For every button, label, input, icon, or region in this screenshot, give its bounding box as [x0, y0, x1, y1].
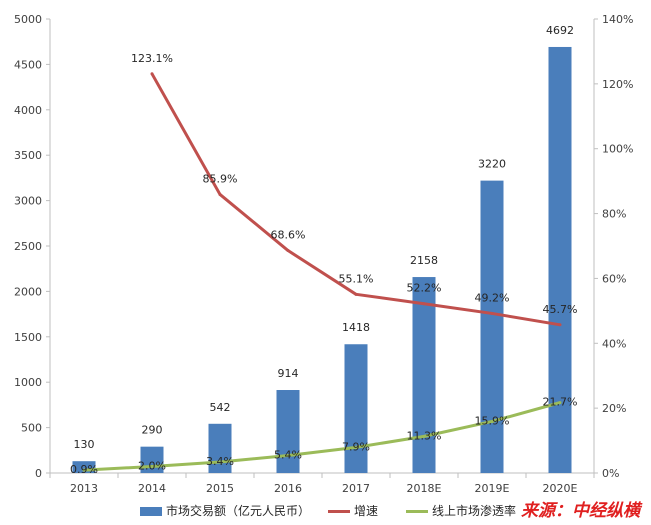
left-tick-label: 5000 — [14, 13, 42, 26]
x-tick-label: 2013 — [70, 482, 98, 495]
line-point — [286, 453, 290, 457]
penetration-rate-label: 15.9% — [475, 414, 510, 427]
right-tick-label: 20% — [602, 402, 626, 415]
penetration-rate-line — [83, 401, 561, 472]
x-tick-label: 2020E — [543, 482, 578, 495]
line-point — [150, 72, 154, 76]
penetration-rate-label: 0.9% — [70, 463, 98, 476]
penetration-rate-label: 5.4% — [274, 448, 302, 461]
line-point — [218, 192, 222, 196]
growth-rate-label: 55.1% — [339, 272, 374, 285]
x-tick-label: 2019E — [475, 482, 510, 495]
growth-rate-label: 85.9% — [203, 172, 238, 185]
penetration-rate-label: 2.0% — [138, 460, 166, 473]
bar-series — [72, 46, 572, 473]
x-tick-label: 2016 — [274, 482, 302, 495]
line-point — [218, 460, 222, 464]
legend-swatch-bar — [140, 507, 162, 516]
legend-label: 线上市场渗透率 — [432, 503, 516, 518]
growth-rate-label: 45.7% — [543, 303, 578, 316]
right-tick-label: 140% — [602, 13, 633, 26]
left-tick-label: 2000 — [14, 285, 42, 298]
bar-value-label: 542 — [210, 401, 231, 414]
x-tick-label: 2018E — [407, 482, 442, 495]
right-tick-label: 100% — [602, 143, 633, 156]
legend-label: 增速 — [354, 504, 378, 518]
line-point — [286, 249, 290, 253]
x-tick-label: 2017 — [342, 482, 370, 495]
bar-value-label: 4692 — [546, 24, 574, 37]
x-tick-label: 2014 — [138, 482, 166, 495]
right-tick-label: 80% — [602, 208, 626, 221]
growth-rate-label: 68.6% — [271, 229, 306, 242]
bar — [72, 461, 96, 473]
penetration-rate-label: 7.9% — [342, 440, 370, 453]
growth-rate-label: 49.2% — [475, 291, 510, 304]
line-point — [354, 445, 358, 449]
bar — [344, 344, 368, 473]
right-tick-label: 60% — [602, 272, 626, 285]
line-point — [558, 401, 562, 405]
source-note: 来源：中经纵横 — [521, 501, 643, 521]
line-point — [490, 419, 494, 423]
penetration-rate-label: 3.4% — [206, 455, 234, 468]
right-tick-label: 40% — [602, 337, 626, 350]
line-point — [150, 465, 154, 469]
right-tick-label: 120% — [602, 78, 633, 91]
growth-rate-label: 52.2% — [407, 282, 442, 295]
bar-value-label: 1418 — [342, 321, 370, 334]
right-tick-label: 0% — [602, 467, 619, 480]
penetration-rate-label: 21.7% — [543, 396, 578, 409]
left-tick-label: 2500 — [14, 240, 42, 253]
line-point — [82, 468, 86, 472]
line-point — [558, 323, 562, 327]
left-tick-label: 500 — [21, 422, 42, 435]
left-tick-label: 4000 — [14, 104, 42, 117]
left-tick-label: 1500 — [14, 331, 42, 344]
legend-label: 市场交易额（亿元人民币） — [166, 503, 310, 518]
left-tick-label: 3500 — [14, 149, 42, 162]
left-tick-label: 4500 — [14, 58, 42, 71]
bar — [276, 390, 300, 473]
data-labels: 130 290 542 914 1418 2158 3220 4692 123.1% 85.9% 6… — [70, 24, 577, 476]
bar — [480, 180, 504, 473]
line-series — [82, 72, 562, 472]
x-tick-label: 2015 — [206, 482, 234, 495]
left-tick-label: 3000 — [14, 195, 42, 208]
line-point — [422, 302, 426, 306]
bar-value-label: 130 — [74, 438, 95, 451]
chart-axes: 0 500 1000 1500 2000 2500 3000 3500 4000 4500 5000… — [14, 13, 633, 495]
bar — [412, 277, 436, 473]
left-tick-label: 0 — [35, 467, 42, 480]
chart-legend: 市场交易额（亿元人民币） 增速 线上市场渗透率 — [140, 503, 516, 518]
line-point — [490, 311, 494, 315]
bar-value-label: 914 — [278, 367, 299, 380]
growth-rate-label: 123.1% — [131, 52, 173, 65]
line-point — [422, 434, 426, 438]
bar-value-label: 2158 — [410, 254, 438, 267]
bar-value-label: 3220 — [478, 158, 506, 171]
line-point — [354, 292, 358, 296]
penetration-rate-label: 11.3% — [407, 429, 442, 442]
bar-value-label: 290 — [142, 424, 163, 437]
left-tick-label: 1000 — [14, 376, 42, 389]
bar — [548, 46, 572, 473]
